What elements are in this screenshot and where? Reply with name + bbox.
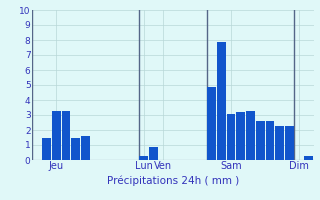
Bar (275, 126, 284, 160)
Bar (71, 138, 80, 160)
Bar (227, 114, 236, 160)
Bar (266, 121, 274, 160)
Bar (236, 112, 245, 160)
Bar (139, 156, 148, 160)
Bar (246, 110, 255, 160)
Bar (207, 86, 216, 160)
Bar (81, 136, 90, 160)
Bar (285, 126, 294, 160)
Bar (217, 42, 226, 160)
Bar (149, 146, 158, 160)
Bar (256, 121, 265, 160)
Bar (42, 138, 51, 160)
Bar (52, 110, 61, 160)
Bar (62, 110, 70, 160)
Bar (304, 156, 313, 160)
X-axis label: Précipitations 24h ( mm ): Précipitations 24h ( mm ) (107, 176, 239, 186)
